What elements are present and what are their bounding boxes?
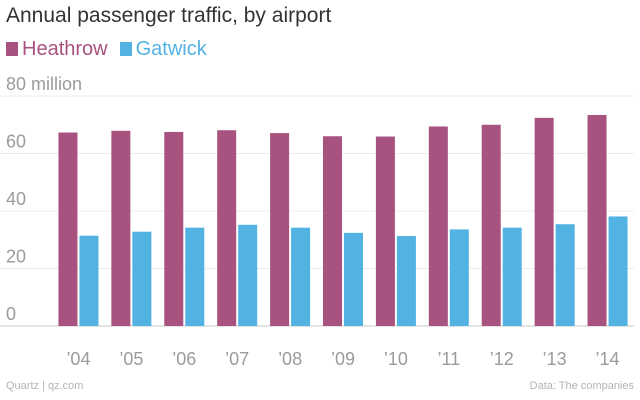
bar-gatwick — [449, 229, 469, 326]
bar-heathrow — [270, 133, 290, 326]
bar-gatwick — [502, 227, 522, 326]
bar-gatwick — [608, 216, 628, 326]
bar-heathrow — [587, 114, 607, 326]
x-tick-label: ’14 — [596, 349, 620, 369]
legend-item-gatwick: Gatwick — [119, 37, 207, 61]
x-tick-label: ’07 — [225, 349, 249, 369]
bar-gatwick — [79, 235, 99, 326]
x-tick-label: ’13 — [543, 349, 567, 369]
bar-heathrow — [375, 136, 395, 326]
bar-heathrow — [58, 132, 78, 326]
bar-heathrow — [534, 117, 554, 326]
y-tick-label: 40 — [6, 189, 26, 209]
legend-swatch-gatwick — [119, 42, 132, 56]
chart-title: Annual passenger traffic, by airport — [6, 4, 332, 27]
y-tick-label: 60 — [6, 132, 26, 152]
legend-label-gatwick: Gatwick — [135, 37, 207, 60]
bar-heathrow — [481, 124, 501, 326]
x-tick-label: ’09 — [331, 349, 355, 369]
x-tick-label: ’08 — [278, 349, 302, 369]
x-tick-label: ’12 — [490, 349, 514, 369]
bar-heathrow — [164, 131, 184, 326]
x-tick-label: ’06 — [172, 349, 196, 369]
bar-gatwick — [344, 232, 363, 326]
x-tick-label: ’11 — [437, 349, 460, 369]
y-tick-label: 20 — [6, 247, 26, 267]
bar-gatwick — [185, 227, 205, 326]
bar-heathrow — [323, 136, 342, 326]
bar-gatwick — [291, 227, 311, 326]
data-source: Data: The companies — [529, 380, 634, 392]
bar-heathrow — [428, 126, 448, 326]
y-tick-label: 80 million — [6, 74, 82, 94]
bar-gatwick — [396, 236, 416, 326]
legend-swatch-heathrow — [6, 42, 18, 56]
x-tick-label: ’05 — [119, 349, 143, 369]
bar-gatwick — [555, 224, 575, 326]
legend-item-heathrow: Heathrow — [6, 38, 108, 61]
y-tick-label: 0 — [6, 304, 16, 324]
bar-gatwick — [132, 231, 152, 326]
legend-label-heathrow: Heathrow — [22, 37, 108, 60]
bar-heathrow — [111, 130, 131, 326]
source-credit: Quartz | qz.com — [6, 380, 84, 392]
x-tick-label: ’10 — [384, 349, 408, 369]
x-tick-label: ’04 — [66, 349, 90, 369]
bar-heathrow — [217, 130, 237, 326]
bar-gatwick — [238, 224, 258, 326]
legend: Heathrow Gatwick — [6, 36, 219, 62]
